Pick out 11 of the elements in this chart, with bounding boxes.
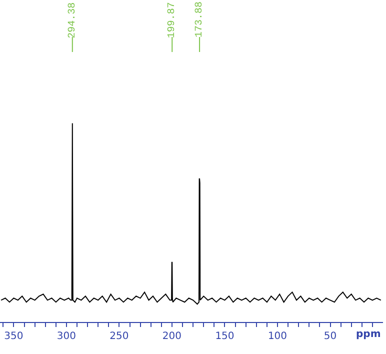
x-tick-label: 50 bbox=[324, 331, 337, 342]
x-tick-label: 300 bbox=[56, 331, 76, 342]
x-tick-label: 200 bbox=[162, 331, 182, 342]
annotation: 173.88 bbox=[194, 2, 206, 38]
x-tick-label: 100 bbox=[268, 331, 288, 342]
annotation: 199.87 bbox=[167, 2, 178, 38]
x-axis-title: ppm bbox=[356, 329, 381, 340]
x-tick-label: 250 bbox=[110, 331, 129, 342]
x-tick-label: 150 bbox=[215, 331, 234, 342]
x-tick-label: 350 bbox=[4, 331, 24, 342]
annotation: 294.38 bbox=[67, 2, 78, 38]
